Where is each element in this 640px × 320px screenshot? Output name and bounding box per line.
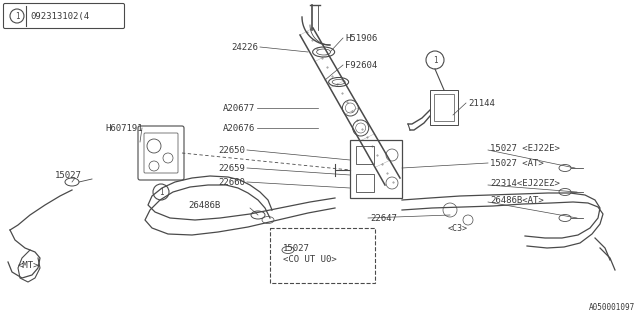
Text: 22650: 22650	[218, 146, 245, 155]
Text: 24226: 24226	[231, 43, 258, 52]
Bar	[356, 174, 374, 192]
Text: 21144: 21144	[468, 99, 495, 108]
Bar	[434, 94, 454, 121]
Text: 22647: 22647	[370, 213, 397, 222]
Bar	[356, 146, 374, 164]
Text: <C3>: <C3>	[448, 223, 468, 233]
Text: 1: 1	[159, 188, 163, 196]
Text: A20677: A20677	[223, 103, 255, 113]
Bar	[430, 90, 458, 125]
Text: 26486B<AT>: 26486B<AT>	[490, 196, 544, 204]
Text: F92604: F92604	[345, 60, 377, 69]
Text: 26486B: 26486B	[188, 201, 220, 210]
Text: 22659: 22659	[218, 164, 245, 172]
Text: A050001097: A050001097	[589, 303, 635, 312]
Text: 22314<EJ22EZ>: 22314<EJ22EZ>	[490, 179, 560, 188]
Bar	[350, 140, 402, 198]
Text: 22660: 22660	[218, 178, 245, 187]
FancyBboxPatch shape	[138, 126, 184, 180]
Text: A20676: A20676	[223, 124, 255, 132]
Bar	[270, 228, 375, 283]
Text: <MT>: <MT>	[18, 260, 40, 269]
FancyBboxPatch shape	[3, 4, 125, 28]
FancyBboxPatch shape	[144, 133, 178, 173]
Text: 1: 1	[15, 12, 19, 20]
Text: 1: 1	[433, 55, 437, 65]
Text: <CO UT U0>: <CO UT U0>	[283, 255, 337, 265]
Text: H51906: H51906	[345, 34, 377, 43]
Text: 15027: 15027	[55, 171, 82, 180]
Text: 15027 <EJ22E>: 15027 <EJ22E>	[490, 143, 560, 153]
Text: 092313102(4: 092313102(4	[30, 12, 89, 20]
Text: 15027 <AT>: 15027 <AT>	[490, 158, 544, 167]
Text: H607191: H607191	[105, 124, 143, 132]
Text: 15027: 15027	[283, 244, 310, 252]
